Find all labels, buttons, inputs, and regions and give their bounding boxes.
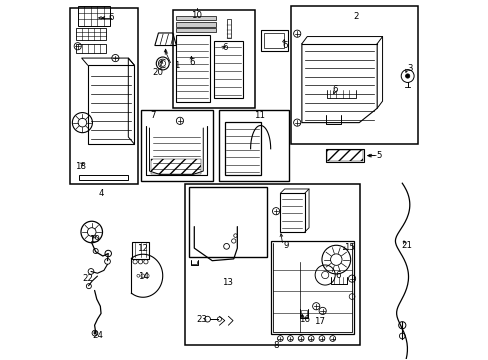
Bar bbox=[175, 36, 209, 102]
Bar bbox=[176, 16, 215, 21]
Text: 12: 12 bbox=[137, 244, 147, 253]
Bar bbox=[131, 242, 149, 259]
Bar bbox=[185, 184, 359, 345]
Bar bbox=[214, 41, 242, 98]
Text: 14: 14 bbox=[138, 272, 148, 281]
Bar bbox=[280, 193, 304, 232]
Text: 3: 3 bbox=[407, 64, 412, 73]
Text: 9: 9 bbox=[283, 241, 288, 250]
Text: 7: 7 bbox=[150, 111, 156, 120]
Text: 1: 1 bbox=[173, 61, 179, 70]
Text: 6: 6 bbox=[334, 270, 340, 279]
Text: 6: 6 bbox=[108, 13, 113, 22]
Text: 11: 11 bbox=[254, 111, 265, 120]
Text: 18: 18 bbox=[75, 162, 85, 171]
Text: 6: 6 bbox=[222, 43, 227, 52]
Bar bbox=[260, 30, 287, 51]
Text: 8: 8 bbox=[272, 341, 278, 350]
Text: 13: 13 bbox=[222, 278, 232, 287]
Bar bbox=[188, 187, 266, 257]
Bar bbox=[325, 149, 363, 162]
Text: 20: 20 bbox=[152, 68, 163, 77]
Text: 24: 24 bbox=[93, 332, 103, 341]
Text: 23: 23 bbox=[196, 315, 206, 324]
Bar bbox=[88, 65, 134, 144]
Text: 22: 22 bbox=[82, 274, 93, 283]
Text: 6: 6 bbox=[282, 41, 287, 50]
Bar bbox=[219, 110, 289, 181]
Bar bbox=[226, 19, 230, 39]
Bar bbox=[224, 122, 260, 175]
Bar bbox=[264, 33, 284, 48]
Text: 6: 6 bbox=[331, 85, 337, 94]
Text: 2: 2 bbox=[352, 12, 358, 21]
Bar bbox=[172, 10, 255, 108]
Bar bbox=[176, 22, 215, 27]
Text: 19: 19 bbox=[89, 235, 100, 244]
Bar bbox=[79, 175, 128, 180]
Bar bbox=[70, 8, 137, 184]
Text: 15: 15 bbox=[344, 243, 354, 252]
Text: 16: 16 bbox=[299, 315, 309, 324]
Bar bbox=[141, 110, 213, 181]
Bar bbox=[151, 159, 201, 174]
Bar bbox=[176, 28, 215, 32]
Text: 21: 21 bbox=[401, 241, 411, 250]
Bar bbox=[76, 44, 106, 53]
Bar bbox=[271, 241, 353, 334]
Bar bbox=[326, 150, 362, 161]
Text: 4: 4 bbox=[98, 189, 103, 198]
Text: 17: 17 bbox=[314, 317, 325, 326]
Bar bbox=[76, 28, 106, 40]
Bar bbox=[290, 6, 418, 144]
Bar bbox=[300, 310, 306, 317]
Text: 5: 5 bbox=[376, 151, 381, 160]
Text: 10: 10 bbox=[191, 11, 202, 20]
Bar bbox=[78, 6, 110, 26]
Text: 6: 6 bbox=[189, 58, 194, 67]
Circle shape bbox=[94, 332, 96, 334]
Circle shape bbox=[405, 74, 409, 78]
